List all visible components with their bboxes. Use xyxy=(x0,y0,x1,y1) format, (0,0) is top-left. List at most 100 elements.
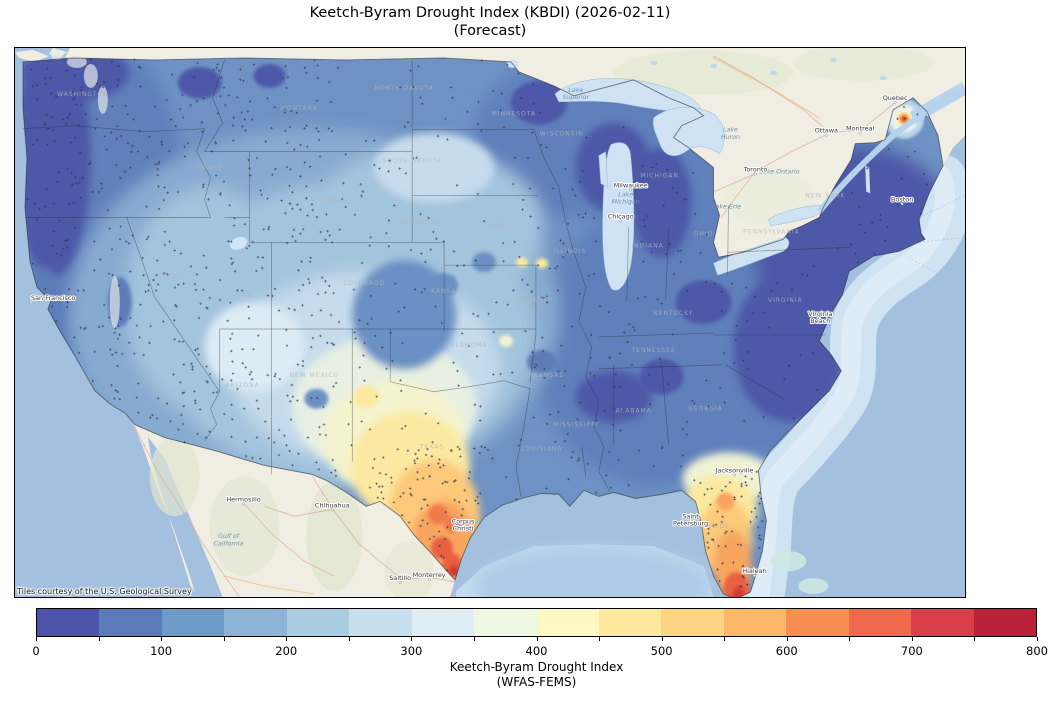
city-dot xyxy=(818,317,822,320)
lake-label: Lake Superior xyxy=(563,87,590,101)
kbdi-region xyxy=(639,358,684,395)
state-label: MICHIGAN xyxy=(640,173,679,180)
colorbar-tick xyxy=(36,637,37,641)
state-label: NEW YORK xyxy=(805,192,845,199)
state-label: ARIZONA xyxy=(225,382,259,389)
colorbar-label-line2: (WFAS-FEMS) xyxy=(496,675,577,689)
kbdi-region xyxy=(430,273,459,298)
city-label: Chihuahua xyxy=(315,501,350,509)
colorbar-segment xyxy=(536,609,599,636)
bahamas-bank xyxy=(798,578,829,595)
state-label: MONTANA xyxy=(281,105,318,112)
colorbar-tick-label: 800 xyxy=(1026,644,1048,658)
small-lake xyxy=(829,57,837,63)
small-lake xyxy=(769,70,777,76)
colorbar-tick xyxy=(786,637,788,641)
city-dot xyxy=(629,188,633,192)
colorbar-segment xyxy=(37,609,100,636)
maritime-boundary xyxy=(918,195,965,218)
small-lake xyxy=(710,63,718,69)
colorbar-tick xyxy=(348,637,350,641)
bahamas-bank xyxy=(770,551,807,572)
state-label: UTAH xyxy=(232,292,252,299)
state-border xyxy=(581,446,587,477)
colorbar-tick xyxy=(536,637,538,641)
state-label: IDAHO xyxy=(198,165,223,172)
maritime-boundary xyxy=(907,256,954,283)
kbdi-region xyxy=(472,252,496,273)
state-label: OKLAHOMA xyxy=(445,342,488,349)
terrain-tint xyxy=(209,476,280,577)
colorbar: 0 100 200 300 400 500 600 700 800 Keetch-Byram D… xyxy=(32,608,1048,700)
state-label: KENTUCKY xyxy=(654,310,694,317)
city-label: Hermosillo xyxy=(226,495,260,503)
mountain-snow-patch xyxy=(50,51,63,60)
state-label: TEXAS xyxy=(419,444,444,451)
state-border xyxy=(727,205,729,276)
lake-label: Lake Michigan xyxy=(612,191,640,205)
state-border xyxy=(665,227,669,300)
kbdi-region xyxy=(428,504,449,525)
kbdi-region xyxy=(732,587,745,597)
colorbar-segment xyxy=(973,609,1036,636)
road-line xyxy=(826,102,896,134)
city-dot xyxy=(900,202,904,206)
great-salt-lake xyxy=(229,236,248,250)
road-line xyxy=(721,171,756,218)
city-label: Boston xyxy=(891,195,913,203)
colorbar-tick-label: 400 xyxy=(525,644,548,658)
kbdi-region xyxy=(431,537,454,560)
state-border xyxy=(661,364,669,445)
state-border xyxy=(126,217,220,392)
colorbar-segment xyxy=(723,609,787,636)
city-label: Chicago xyxy=(608,212,634,220)
city-dot xyxy=(461,524,465,528)
kbdi-region xyxy=(253,63,286,88)
mountain-snow-patch xyxy=(97,85,108,114)
lake-label: Lake Huron xyxy=(721,127,740,141)
lake-label: Lake Ontario xyxy=(759,168,799,176)
city-label: Toronto xyxy=(742,166,767,174)
state-label: MINNESOTA xyxy=(492,111,536,118)
road-line xyxy=(134,426,240,597)
terrain-tint xyxy=(613,50,794,95)
colorbar-tick-label: 600 xyxy=(775,644,798,658)
maritime-boundary xyxy=(911,237,965,244)
terrain-tint xyxy=(384,541,435,597)
city-label: San Francisco xyxy=(31,294,76,302)
road-line xyxy=(264,505,333,517)
city-label: Quebec xyxy=(883,94,908,102)
kbdi-region xyxy=(716,492,735,511)
state-label: COLORADO xyxy=(343,280,385,287)
colorbar-segment xyxy=(411,609,475,636)
city-dot xyxy=(752,574,756,578)
city-dot xyxy=(29,301,33,305)
colorbar-tick-label: 200 xyxy=(275,644,298,658)
kbdi-region xyxy=(374,132,494,203)
colorbar-tick xyxy=(411,637,413,641)
great-lake xyxy=(768,205,822,226)
colorbar-segment xyxy=(161,609,225,636)
state-label: FLORIDA xyxy=(697,523,730,530)
state-border xyxy=(196,128,211,218)
state-border xyxy=(529,334,537,383)
city-dot xyxy=(858,131,862,135)
city-dot xyxy=(619,219,623,223)
state-label: MISSISSIPPI xyxy=(553,422,599,429)
kbdi-region xyxy=(498,334,513,347)
state-border xyxy=(727,246,850,253)
state-border xyxy=(533,129,611,492)
state-label: WISCONSIN xyxy=(540,131,584,138)
city-label: Saltillo xyxy=(389,574,411,582)
great-lake xyxy=(598,151,609,188)
state-border xyxy=(725,364,784,400)
colorbar-tick xyxy=(161,637,163,641)
map-attribution: Tiles courtesy of the U.S. Geological Su… xyxy=(17,587,192,596)
gulf-deep-water xyxy=(474,546,714,597)
state-label: NEW MEXICO xyxy=(290,372,340,379)
kbdi-region xyxy=(631,147,692,258)
state-label: IOWA xyxy=(486,222,506,229)
road-line xyxy=(243,503,335,577)
colorbar-tick xyxy=(286,637,288,641)
